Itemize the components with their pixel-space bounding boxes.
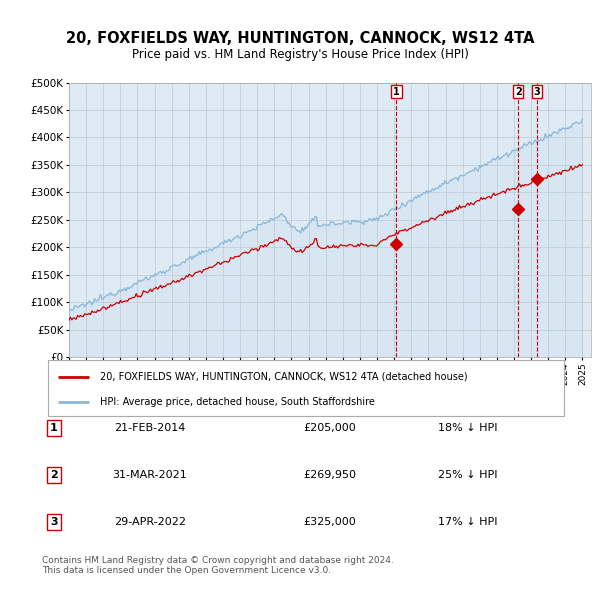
- Text: 29-APR-2022: 29-APR-2022: [114, 517, 186, 527]
- Text: 17% ↓ HPI: 17% ↓ HPI: [438, 517, 498, 527]
- Text: 25% ↓ HPI: 25% ↓ HPI: [438, 470, 498, 480]
- Text: 20, FOXFIELDS WAY, HUNTINGTON, CANNOCK, WS12 4TA: 20, FOXFIELDS WAY, HUNTINGTON, CANNOCK, …: [66, 31, 534, 46]
- Text: 31-MAR-2021: 31-MAR-2021: [113, 470, 187, 480]
- Text: £205,000: £205,000: [304, 423, 356, 432]
- Text: 1: 1: [50, 423, 58, 432]
- Text: 18% ↓ HPI: 18% ↓ HPI: [438, 423, 498, 432]
- Text: 2: 2: [515, 87, 521, 97]
- Text: HPI: Average price, detached house, South Staffordshire: HPI: Average price, detached house, Sout…: [100, 397, 374, 407]
- FancyBboxPatch shape: [48, 360, 564, 416]
- Text: Price paid vs. HM Land Registry's House Price Index (HPI): Price paid vs. HM Land Registry's House …: [131, 48, 469, 61]
- Text: 20, FOXFIELDS WAY, HUNTINGTON, CANNOCK, WS12 4TA (detached house): 20, FOXFIELDS WAY, HUNTINGTON, CANNOCK, …: [100, 372, 467, 382]
- Text: 21-FEB-2014: 21-FEB-2014: [115, 423, 185, 432]
- Text: 3: 3: [50, 517, 58, 527]
- Text: 3: 3: [533, 87, 540, 97]
- Text: 2: 2: [50, 470, 58, 480]
- Text: £325,000: £325,000: [304, 517, 356, 527]
- Text: £269,950: £269,950: [304, 470, 356, 480]
- Text: 1: 1: [393, 87, 400, 97]
- Text: Contains HM Land Registry data © Crown copyright and database right 2024.
This d: Contains HM Land Registry data © Crown c…: [42, 556, 394, 575]
